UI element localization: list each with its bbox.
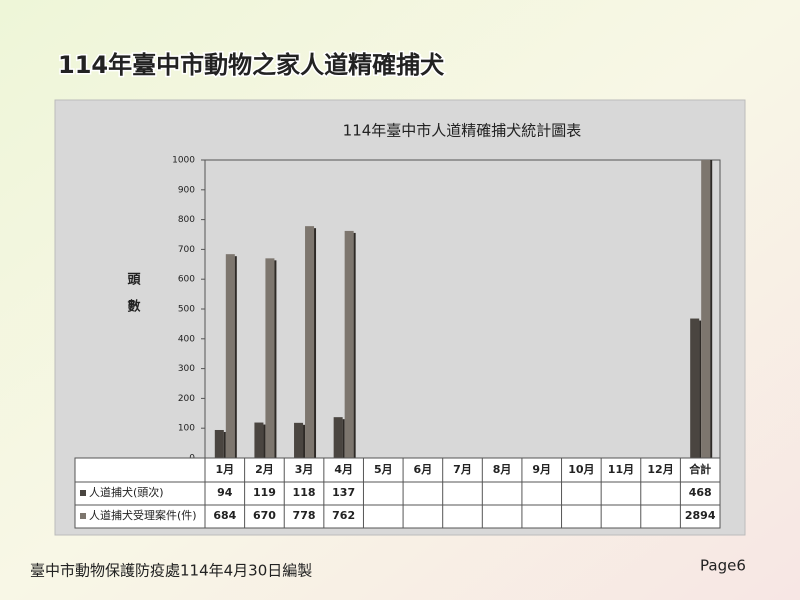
- slide-title: 114年臺中市動物之家人道精確捕犬: [58, 51, 445, 79]
- table-value: 137: [332, 486, 355, 499]
- x-tick-label: 6月: [414, 463, 433, 476]
- x-tick-label: 2月: [255, 463, 274, 476]
- bar: [225, 254, 235, 458]
- bar: [214, 429, 224, 458]
- y-tick-label: 700: [178, 245, 195, 255]
- x-tick-label: 10月: [568, 463, 594, 476]
- y-tick-label: 900: [178, 185, 195, 195]
- bar-side: [223, 431, 226, 458]
- table-value: 94: [217, 486, 233, 499]
- x-tick-label: 7月: [453, 463, 472, 476]
- page-number: Page6: [700, 557, 746, 575]
- table-value: 778: [293, 509, 316, 522]
- legend-label: 人道捕犬受理案件(件): [89, 508, 197, 522]
- bar-side: [342, 419, 345, 458]
- legend-swatch: [80, 513, 86, 519]
- bar: [294, 422, 304, 458]
- y-tick-label: 200: [178, 394, 195, 404]
- bar-side: [303, 424, 306, 458]
- legend-swatch: [80, 490, 86, 496]
- x-tick-label: 4月: [334, 463, 353, 476]
- table-value: 468: [689, 486, 712, 499]
- bar: [333, 417, 343, 458]
- bar-side: [314, 228, 317, 458]
- x-tick-label: 5月: [374, 463, 393, 476]
- bar: [305, 226, 315, 458]
- bar: [690, 318, 700, 458]
- y-tick-label: 1000: [172, 156, 195, 166]
- table-value: 2894: [685, 509, 716, 522]
- bar-side: [710, 160, 713, 458]
- x-tick-label: 12月: [647, 463, 673, 476]
- bar-side: [263, 424, 266, 458]
- table-value: 670: [253, 509, 276, 522]
- table-value: 119: [253, 486, 276, 499]
- bar-side: [353, 232, 356, 458]
- y-tick-label: 400: [178, 334, 195, 344]
- x-tick-label: 1月: [215, 463, 234, 476]
- x-tick-label: 11月: [608, 463, 634, 476]
- x-tick-label: 8月: [493, 463, 512, 476]
- y-tick-label: 600: [178, 275, 195, 285]
- plot: [214, 160, 713, 458]
- footer: 臺中市動物保護防疫處114年4月30日編製: [30, 562, 312, 580]
- plot-area: [204, 159, 721, 459]
- table-value: 118: [293, 486, 316, 499]
- x-tick-label: 3月: [295, 463, 314, 476]
- bar: [701, 160, 711, 458]
- bar: [344, 230, 354, 458]
- chart-title: 114年臺中市人道精確捕犬統計圖表: [343, 122, 582, 140]
- bar-side: [274, 260, 277, 458]
- y-axis-label: 頭數: [125, 272, 141, 326]
- y-tick-label: 500: [178, 305, 195, 315]
- bar-side: [234, 256, 237, 458]
- table-value: 762: [332, 509, 355, 522]
- y-tick-label: 800: [178, 215, 195, 225]
- y-tick-label: 100: [178, 424, 195, 434]
- bar: [265, 258, 275, 458]
- x-tick-label: 合計: [689, 462, 711, 476]
- bar: [254, 422, 264, 458]
- x-tick-label: 9月: [532, 463, 551, 476]
- y-tick-label: 300: [178, 364, 195, 374]
- bar-side: [699, 320, 702, 458]
- table-value: 684: [213, 509, 236, 522]
- legend-label: 人道捕犬(頭次): [89, 485, 164, 499]
